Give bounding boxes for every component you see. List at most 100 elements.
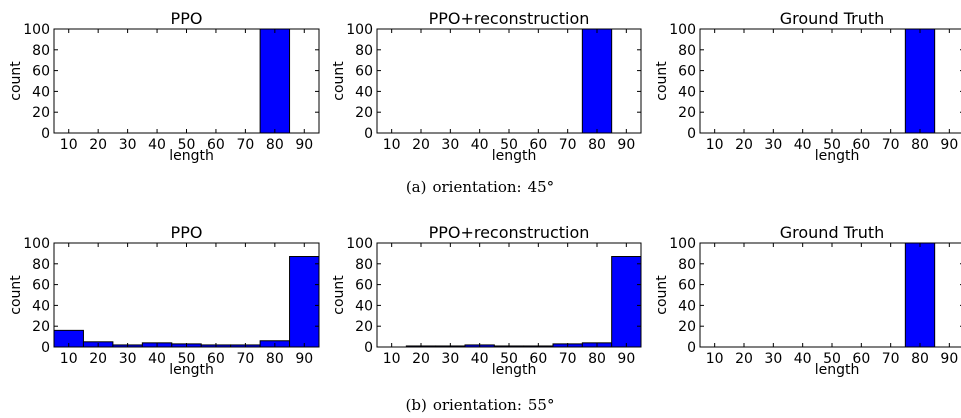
x-tick-label-90: 90 bbox=[295, 137, 313, 153]
x-axis-label: length bbox=[169, 148, 214, 164]
x-tick-label-20: 20 bbox=[89, 351, 107, 367]
y-tick-label-80: 80 bbox=[678, 43, 696, 59]
chart-title: PPO+reconstruction bbox=[429, 223, 590, 242]
y-tick-label-60: 60 bbox=[32, 64, 50, 80]
x-tick-label-30: 30 bbox=[441, 351, 459, 367]
y-tick-label-0: 0 bbox=[364, 126, 373, 142]
y-axis-label: count bbox=[654, 275, 670, 315]
plot-frame bbox=[376, 242, 642, 348]
x-tick-label-40: 40 bbox=[471, 137, 489, 153]
chart-title: Ground Truth bbox=[780, 223, 885, 242]
chart-panel-2: 0 20 40 60 80 100 10 20 30 40 50 60 70 80 90 PPO+recons… bbox=[331, 9, 642, 164]
x-tick-label-40: 40 bbox=[794, 137, 812, 153]
caption-b-text: orientation: bbox=[433, 396, 522, 414]
chart-panel-4: 0 20 40 60 80 100 10 20 30 40 50 60 70 80 90 PPO length c… bbox=[8, 223, 320, 378]
x-tick-label-60: 60 bbox=[207, 137, 225, 153]
chart-panel-6: 0 20 40 60 80 100 10 20 30 40 50 60 70 80 90 Ground Tru… bbox=[654, 223, 961, 378]
chart-title: PPO+reconstruction bbox=[429, 9, 590, 28]
caption-b-angle: 55° bbox=[528, 396, 555, 414]
y-tick-label-100: 100 bbox=[669, 236, 696, 252]
x-tick-label-10: 10 bbox=[60, 351, 78, 367]
caption-a-angle: 45° bbox=[528, 178, 555, 196]
x-tick-label-30: 30 bbox=[119, 137, 137, 153]
caption-a-text: orientation: bbox=[432, 178, 521, 196]
bar-75-85 bbox=[259, 28, 291, 134]
x-tick-label-10: 10 bbox=[383, 137, 401, 153]
y-tick-label-80: 80 bbox=[32, 43, 50, 59]
x-tick-label-90: 90 bbox=[617, 351, 635, 367]
y-tick-label-0: 0 bbox=[687, 126, 696, 142]
y-tick-label-100: 100 bbox=[23, 22, 50, 38]
x-tick-label-30: 30 bbox=[441, 137, 459, 153]
chart-panel-1: 0 20 40 60 80 100 10 20 30 40 50 60 70 80 90 PPO length c… bbox=[8, 9, 320, 164]
x-tick-label-80: 80 bbox=[911, 351, 929, 367]
y-axis-label: count bbox=[8, 275, 24, 315]
x-tick-label-70: 70 bbox=[882, 137, 900, 153]
caption-b: (b) orientation: 55° bbox=[406, 396, 555, 414]
x-tick-label-30: 30 bbox=[764, 137, 782, 153]
x-axis-label: length bbox=[815, 148, 860, 164]
y-axis-label: count bbox=[8, 61, 24, 101]
y-tick-label-60: 60 bbox=[678, 64, 696, 80]
y-tick-label-100: 100 bbox=[669, 22, 696, 38]
x-tick-label-70: 70 bbox=[882, 351, 900, 367]
y-tick-label-20: 20 bbox=[355, 105, 373, 121]
y-tick-label-100: 100 bbox=[346, 236, 373, 252]
y-tick-label-0: 0 bbox=[41, 340, 50, 356]
bar-85-95 bbox=[611, 256, 642, 348]
x-tick-label-90: 90 bbox=[940, 137, 958, 153]
y-tick-label-80: 80 bbox=[355, 43, 373, 59]
x-tick-label-20: 20 bbox=[412, 137, 430, 153]
x-tick-label-50: 50 bbox=[178, 351, 196, 367]
x-tick-label-50: 50 bbox=[823, 137, 841, 153]
y-tick-label-20: 20 bbox=[355, 319, 373, 335]
x-tick-label-90: 90 bbox=[940, 351, 958, 367]
y-tick-label-40: 40 bbox=[355, 298, 373, 314]
x-tick-label-60: 60 bbox=[529, 351, 547, 367]
x-tick-label-20: 20 bbox=[735, 137, 753, 153]
y-tick-label-0: 0 bbox=[41, 126, 50, 142]
x-tick-label-50: 50 bbox=[500, 137, 518, 153]
bar-75-85 bbox=[581, 28, 613, 134]
x-axis-label: length bbox=[169, 362, 214, 378]
x-tick-label-40: 40 bbox=[794, 351, 812, 367]
x-tick-label-80: 80 bbox=[266, 351, 284, 367]
x-tick-label-20: 20 bbox=[89, 137, 107, 153]
y-tick-label-60: 60 bbox=[678, 278, 696, 294]
x-tick-label-80: 80 bbox=[911, 137, 929, 153]
chart-title: PPO bbox=[171, 9, 203, 28]
x-tick-label-60: 60 bbox=[852, 351, 870, 367]
x-tick-label-10: 10 bbox=[383, 351, 401, 367]
x-tick-label-10: 10 bbox=[706, 137, 724, 153]
bar-75-85 bbox=[904, 242, 936, 348]
y-tick-label-40: 40 bbox=[678, 84, 696, 100]
y-tick-label-20: 20 bbox=[678, 319, 696, 335]
x-tick-label-50: 50 bbox=[823, 351, 841, 367]
x-tick-label-20: 20 bbox=[735, 351, 753, 367]
x-tick-label-20: 20 bbox=[412, 351, 430, 367]
x-tick-label-70: 70 bbox=[236, 351, 254, 367]
x-tick-label-30: 30 bbox=[764, 351, 782, 367]
chart-panel-3: 0 20 40 60 80 100 10 20 30 40 50 60 70 80 90 Ground Tru… bbox=[654, 9, 961, 164]
x-tick-label-10: 10 bbox=[706, 351, 724, 367]
caption-a: (a) orientation: 45° bbox=[406, 178, 554, 196]
y-tick-label-40: 40 bbox=[355, 84, 373, 100]
x-tick-label-70: 70 bbox=[559, 137, 577, 153]
x-tick-label-70: 70 bbox=[236, 137, 254, 153]
y-axis-label: count bbox=[331, 61, 347, 101]
y-axis-label: count bbox=[654, 61, 670, 101]
x-tick-label-60: 60 bbox=[852, 137, 870, 153]
bar-85-95 bbox=[289, 256, 320, 348]
x-axis-label: length bbox=[492, 148, 537, 164]
x-tick-label-80: 80 bbox=[266, 137, 284, 153]
x-tick-label-80: 80 bbox=[588, 351, 606, 367]
y-tick-label-100: 100 bbox=[23, 236, 50, 252]
y-tick-label-40: 40 bbox=[32, 84, 50, 100]
x-tick-label-90: 90 bbox=[295, 351, 313, 367]
x-tick-label-60: 60 bbox=[207, 351, 225, 367]
x-tick-label-90: 90 bbox=[617, 137, 635, 153]
x-tick-label-60: 60 bbox=[529, 137, 547, 153]
y-tick-label-100: 100 bbox=[346, 22, 373, 38]
